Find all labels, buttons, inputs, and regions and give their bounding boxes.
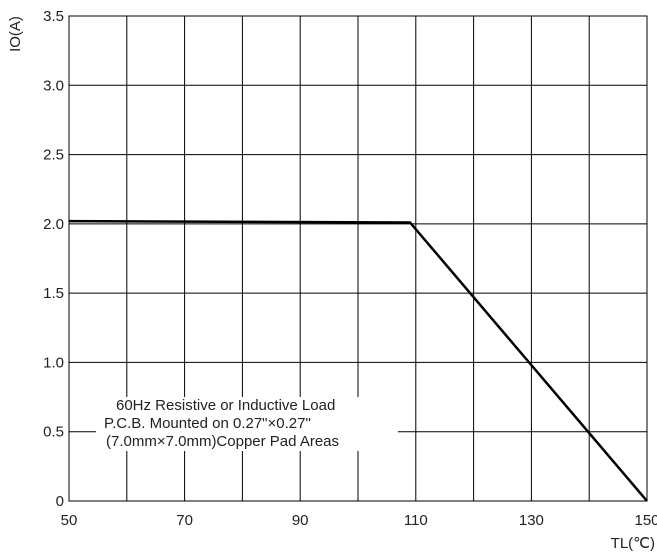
y-tick-label: 1.5 [43, 285, 64, 302]
x-tick-label: 70 [176, 512, 193, 529]
grid [69, 16, 647, 501]
y-tick-label: 3.0 [43, 77, 64, 94]
series-group [68, 219, 648, 502]
annotation-line-2: P.C.B. Mounted on 0.27"×0.27" [104, 415, 311, 432]
x-tick-label: 50 [61, 512, 78, 529]
y-axis-label: IO(A) [7, 16, 24, 52]
x-axis-label: TL(℃) [611, 535, 655, 552]
x-tick-label: 90 [292, 512, 309, 529]
annotation-box: 60Hz Resistive or Inductive Load P.C.B. … [96, 397, 398, 451]
x-tick-label: 110 [404, 512, 428, 529]
y-tick-label: 0.5 [43, 424, 64, 441]
y-tick-labels: 0 0.5 1.0 1.5 2.0 2.5 3.0 3.5 [43, 8, 64, 510]
y-tick-label: 0 [56, 493, 64, 510]
x-tick-label: 130 [519, 512, 544, 529]
series-line [68, 219, 648, 502]
annotation-line-3: (7.0mm×7.0mm)Copper Pad Areas [106, 433, 340, 450]
y-tick-label: 2.5 [43, 147, 64, 164]
annotation-line-1: 60Hz Resistive or Inductive Load [116, 397, 336, 414]
y-tick-label: 2.0 [43, 216, 64, 233]
plot-frame [68, 15, 648, 502]
x-tick-labels: 50 70 90 110 130 150 [61, 512, 657, 529]
y-tick-label: 3.5 [43, 8, 64, 25]
x-tick-label: 150 [634, 512, 657, 529]
y-tick-label: 1.0 [43, 354, 64, 371]
